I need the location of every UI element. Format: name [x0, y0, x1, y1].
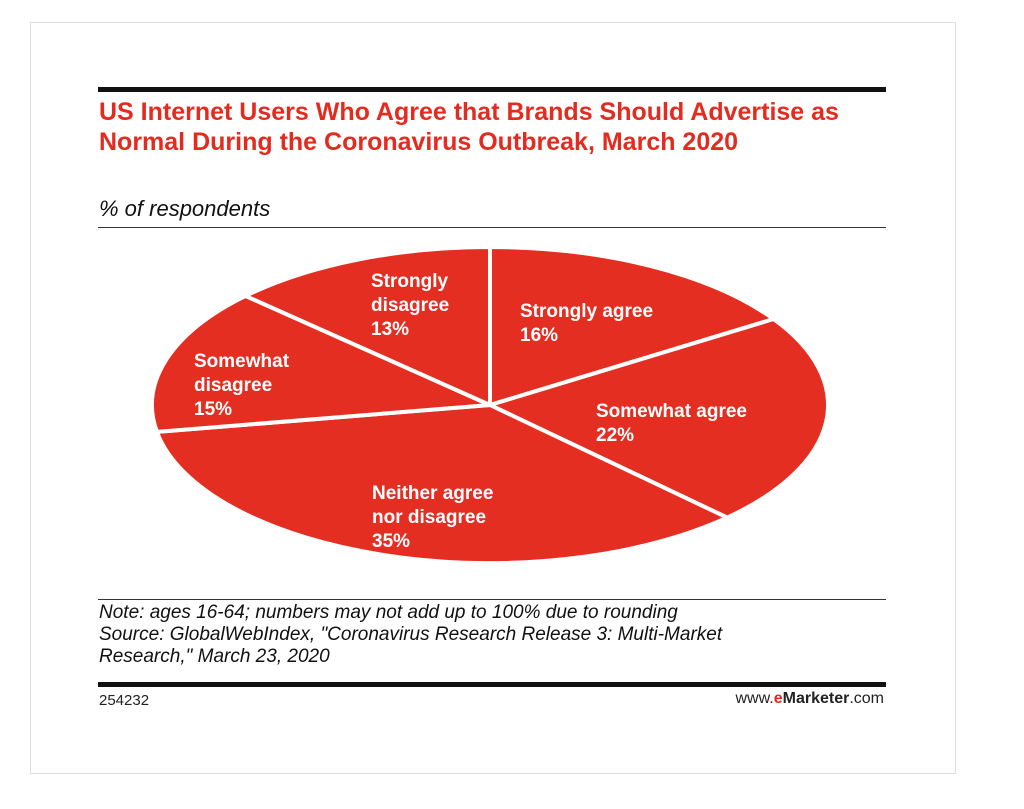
chart-title: US Internet Users Who Agree that Brands … — [99, 98, 839, 156]
chart-id: 254232 — [99, 692, 150, 709]
emarketer-logo[interactable]: www.eMarketer.com — [735, 690, 884, 708]
pie-slice-somewhat-disagree — [150, 293, 492, 434]
note-text: Note: ages 16-64; numbers may not add up… — [99, 602, 678, 623]
brand-e: e — [773, 690, 783, 707]
brand-name: Marketer — [782, 690, 850, 707]
slice-label-strongly-disagree: Strongly disagree 13% — [371, 271, 449, 340]
slice-label-somewhat-disagree: Somewhat disagree 15% — [194, 351, 290, 420]
brand-suffix: .com — [849, 690, 884, 707]
chart-subtitle: % of respondents — [99, 196, 271, 221]
brand-prefix: www. — [735, 690, 774, 707]
subtitle-rule — [98, 227, 886, 228]
pie-slices — [150, 245, 830, 565]
pie-slice-strongly-agree — [488, 245, 776, 407]
bottom-rule — [98, 682, 886, 687]
pie-slice-strongly-disagree — [243, 245, 492, 407]
pie-labels: Strongly agree 16% Somewhat agree 22% Neithe… — [194, 271, 747, 552]
source-line-2: Research," March 23, 2020 — [99, 646, 330, 667]
top-rule — [98, 87, 886, 92]
slice-label-strongly-agree: Strongly agree 16% — [520, 301, 653, 346]
slice-label-neither-agree-nor-disagree: Neither agree nor disagree 35% — [372, 483, 493, 552]
source-line-1: Source: GlobalWebIndex, "Coronavirus Res… — [99, 624, 723, 645]
note-rule — [98, 599, 886, 600]
pie-slice-somewhat-agree — [488, 317, 830, 520]
pie-slice-neither-agree-nor-disagree — [154, 403, 730, 565]
slice-label-somewhat-agree: Somewhat agree 22% — [596, 401, 747, 446]
pie-chart: Strongly agree 16% Somewhat agree 22% Neithe… — [150, 245, 830, 565]
chart-notes: Note: ages 16-64; numbers may not add up… — [99, 602, 879, 668]
